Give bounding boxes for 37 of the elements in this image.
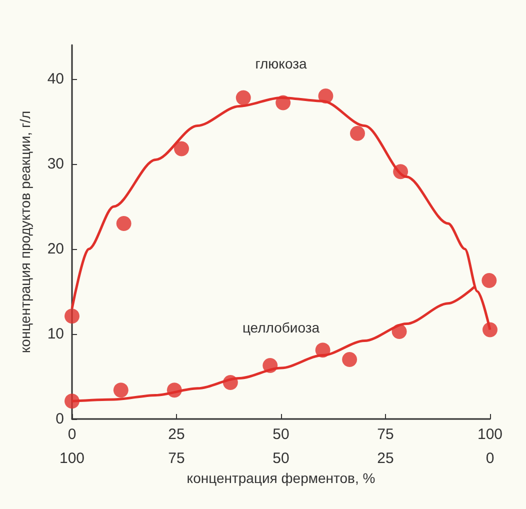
point [222,374,238,390]
point [116,216,132,231]
point [482,322,498,338]
series-label: целлобиоза [242,320,320,336]
point [64,394,80,409]
point [236,90,251,106]
series-label: глюкоза [255,56,307,72]
point [393,164,408,180]
x2-tick-label: 0 [486,450,494,467]
y-tick-label: 30 [47,156,64,172]
point [64,308,80,324]
point [482,272,497,288]
x2-tick-label: 100 [59,450,85,467]
x-axis-title: концентрация ферментов, % [186,470,376,486]
y-tick-label: 10 [47,326,64,342]
y-tick-label: 40 [47,70,64,88]
x-tick-label: 100 [477,426,503,443]
x2-tick-label: 50 [272,450,290,467]
y-tick-label: 20 [47,240,64,258]
point [174,141,190,156]
x-tick-label: 50 [272,426,290,443]
point [342,352,358,367]
x2-tick-label: 75 [168,450,185,467]
point [318,88,334,104]
point [276,95,291,110]
x-tick-label: 75 [377,426,394,443]
y-axis-title: концентрация продуктов реакции, г/л [17,110,33,354]
point [262,358,278,373]
x-tick-label: 0 [68,426,76,443]
point [315,342,330,358]
point [350,126,365,141]
x2-tick-label: 25 [377,450,394,467]
point [166,382,182,398]
x-tick-label: 25 [168,426,185,443]
point [113,382,128,398]
y-tick-label: 0 [56,410,64,428]
point [392,324,407,339]
